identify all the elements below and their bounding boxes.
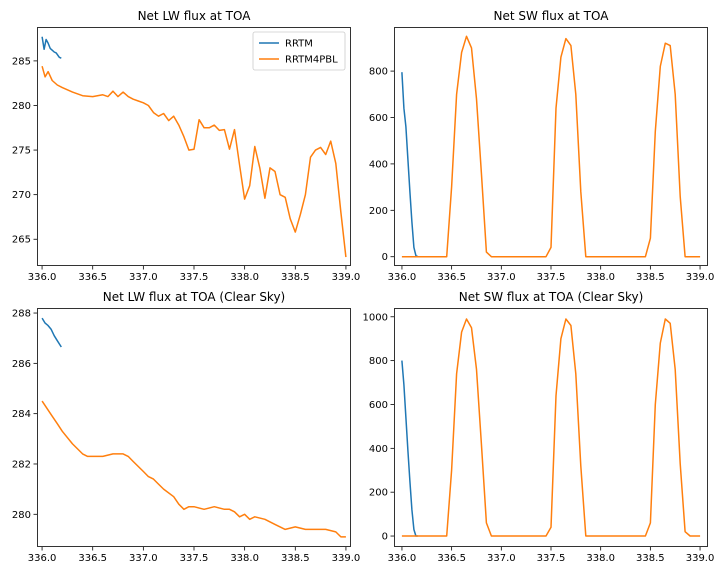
y-tick-label: 0: [382, 252, 388, 263]
chart-1: 336.0 336.5 337.0 337.5 338.0 338.5 339.0 265 27…: [12, 9, 360, 283]
axes-frame: [394, 308, 708, 547]
legend-label-rrtm4pbl: RRTM4PBL: [285, 55, 338, 66]
chart-title: Net SW flux at TOA: [494, 9, 610, 23]
y-tick-label: 1000: [363, 312, 388, 323]
series-line-rrtm4pbl: [41, 400, 346, 538]
chart-4: 336.0 336.5 337.0 337.5 338.0 338.5 339.0 0 200 4…: [363, 290, 715, 564]
x-tick-label: 338.0: [230, 553, 259, 564]
series-line-rrtm: [41, 36, 62, 59]
y-tick-label: 284: [12, 409, 31, 420]
x-tick-label: 339.0: [686, 553, 715, 564]
x-tick-label: 336.5: [78, 553, 107, 564]
y-tick-label: 285: [12, 56, 31, 67]
y-tick-label: 270: [12, 190, 31, 201]
y-tick-label: 286: [12, 359, 31, 370]
y-tick-label: 288: [12, 309, 31, 320]
x-tick-label: 338.5: [636, 272, 665, 283]
x-tick-label: 336.5: [78, 272, 107, 283]
y-tick-label: 400: [369, 444, 388, 455]
axes-frame: [37, 308, 351, 547]
y-tick-label: 0: [382, 532, 388, 543]
x-tick-label: 337.5: [537, 272, 566, 283]
chart-title: Net LW flux at TOA: [138, 9, 252, 23]
y-tick-label: 200: [369, 206, 388, 217]
x-tick-label: 336.5: [437, 553, 466, 564]
chart-title: Net LW flux at TOA (Clear Sky): [103, 290, 285, 304]
x-tick-label: 339.0: [332, 272, 361, 283]
axes-frame: [37, 27, 351, 266]
x-tick-label: 337.0: [487, 553, 516, 564]
x-tick-label: 337.0: [487, 272, 516, 283]
y-tick-label: 280: [12, 101, 31, 112]
x-tick-label: 338.0: [586, 553, 615, 564]
series-line-rrtm: [401, 360, 418, 537]
y-tick-label: 280: [12, 510, 31, 521]
x-tick-label: 336.0: [28, 553, 57, 564]
series-line-rrtm4pbl: [41, 65, 347, 258]
chart-title: Net SW flux at TOA (Clear Sky): [459, 290, 644, 304]
y-tick-label: 400: [369, 159, 388, 170]
x-tick-label: 338.5: [281, 553, 310, 564]
x-tick-label: 339.0: [686, 272, 715, 283]
x-tick-label: 338.5: [281, 272, 310, 283]
x-tick-label: 337.0: [129, 553, 158, 564]
x-tick-label: 337.5: [180, 272, 209, 283]
y-tick-label: 200: [369, 488, 388, 499]
x-tick-label: 337.5: [537, 553, 566, 564]
y-tick-label: 282: [12, 459, 31, 470]
legend-box: [252, 31, 346, 71]
series-line-rrtm: [41, 317, 62, 348]
y-tick-label: 800: [369, 356, 388, 367]
chart-2: 336.0 336.5 337.0 337.5 338.0 338.5 339.0 0 200 4…: [369, 9, 714, 283]
x-tick-label: 337.5: [180, 553, 209, 564]
legend-label-rrtm: RRTM: [285, 39, 313, 50]
y-tick-label: 800: [369, 67, 388, 78]
series-line-rrtm4pbl: [401, 35, 701, 258]
legend: RRTM RRTM4PBL: [252, 31, 346, 71]
x-tick-label: 338.0: [230, 272, 259, 283]
series-line-rrtm: [401, 72, 419, 258]
x-tick-label: 338.5: [636, 553, 665, 564]
x-tick-label: 336.0: [388, 553, 417, 564]
x-tick-label: 338.0: [586, 272, 615, 283]
axes-frame: [394, 27, 708, 266]
y-tick-label: 265: [12, 235, 31, 246]
x-tick-label: 336.0: [28, 272, 57, 283]
y-tick-label: 600: [369, 113, 388, 124]
y-tick-label: 275: [12, 146, 31, 157]
x-tick-label: 336.0: [388, 272, 417, 283]
chart-3: 336.0 336.5 337.0 337.5 338.0 338.5 339.0 280 28…: [12, 290, 360, 564]
x-tick-label: 337.0: [129, 272, 158, 283]
x-tick-label: 336.5: [437, 272, 466, 283]
series-line-rrtm4pbl: [401, 318, 701, 537]
y-tick-label: 600: [369, 400, 388, 411]
x-tick-label: 339.0: [332, 553, 361, 564]
